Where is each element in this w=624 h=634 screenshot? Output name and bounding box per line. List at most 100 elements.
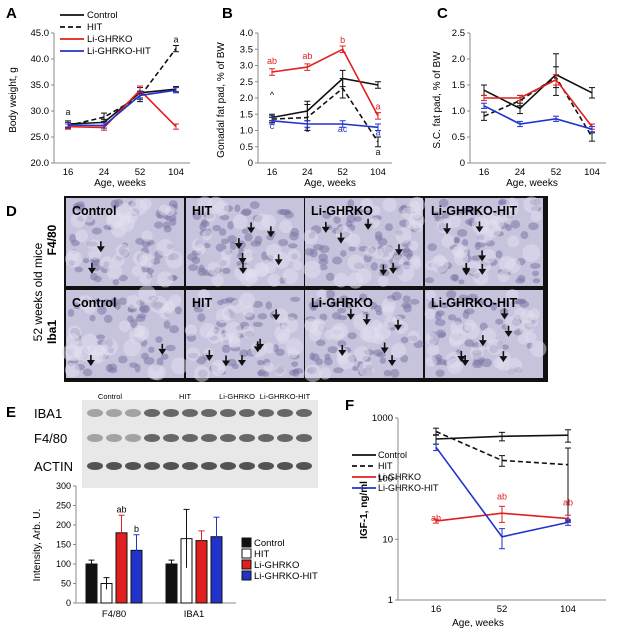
panel-a-ytick-label: 25.0 (31, 132, 50, 143)
cell-nucleus (343, 301, 353, 309)
panel-b-xtick-label: 24 (302, 167, 313, 178)
cell-nucleus (169, 325, 180, 334)
panel-d-tile-f480-2 (303, 196, 425, 289)
cell-nucleus (424, 277, 434, 284)
cell-vacuole (224, 321, 242, 339)
cell-vacuole (481, 248, 496, 264)
cell-vacuole (347, 272, 364, 289)
blot-band (125, 434, 141, 442)
cell-nucleus (101, 299, 111, 307)
blot-band (125, 409, 141, 417)
cell-nucleus (148, 346, 155, 353)
cell-nucleus (309, 352, 316, 361)
cell-nucleus (531, 270, 540, 277)
panel-a-xlabel: Age, weeks (94, 178, 146, 189)
cell-vacuole (337, 351, 355, 370)
panel-b-ytick-label: 1.0 (240, 126, 253, 137)
cell-nucleus (510, 219, 521, 229)
panel-e-bar-control (85, 563, 98, 604)
cell-vacuole (426, 344, 440, 357)
cell-nucleus (319, 264, 328, 271)
cell-vacuole (377, 275, 389, 287)
cell-nucleus (165, 213, 177, 222)
panel-e-ylabel: Intensity, Arb. U. (32, 509, 43, 582)
panel-e-legend-label: HIT (254, 549, 270, 560)
panel-b-annotation: a (375, 147, 380, 157)
cell-vacuole (126, 294, 141, 310)
panel-d-tile-label: Li-GHRKO (311, 204, 373, 218)
cell-nucleus (244, 233, 253, 242)
cell-vacuole (198, 288, 210, 301)
panel-b-ytick-label: 4.0 (240, 28, 253, 39)
cell-vacuole (490, 215, 505, 230)
panel-d-row-label-iba1: Iba1 (45, 320, 59, 344)
cell-nucleus (402, 247, 411, 254)
panel-e-ytick-label: 50 (61, 579, 71, 589)
cell-vacuole (139, 272, 152, 285)
cell-vacuole (505, 203, 519, 216)
cell-vacuole (425, 260, 436, 271)
panel-e-legend-swatch (241, 559, 252, 570)
panel-a-xtick-label: 52 (135, 167, 146, 178)
panel-f-xtick-label: 52 (497, 604, 508, 615)
panel-c-xtick-label: 104 (584, 167, 600, 178)
cell-vacuole (505, 357, 523, 375)
cell-nucleus (304, 248, 315, 256)
panel-f-ytick-label: 100 (377, 474, 393, 485)
cell-nucleus (266, 234, 275, 241)
blot-band (296, 409, 312, 417)
cell-vacuole (425, 332, 439, 346)
cell-nucleus (222, 267, 231, 275)
panel-a-xtick-label: 24 (99, 167, 110, 178)
arrow-marker (394, 249, 403, 256)
cell-nucleus (97, 305, 107, 315)
panel-a-annotation: a (65, 107, 70, 117)
cell-nucleus (197, 313, 206, 322)
cell-nucleus (348, 246, 356, 252)
cell-nucleus (89, 314, 96, 322)
cell-nucleus (234, 204, 241, 213)
panel-letter-f: F (345, 397, 354, 414)
cell-vacuole (382, 197, 397, 213)
cell-nucleus (94, 298, 101, 305)
cell-vacuole (408, 240, 419, 251)
cell-nucleus (74, 266, 83, 273)
panel-c-series-line-li-ghrko-hit (483, 105, 593, 130)
cell-nucleus (476, 242, 486, 248)
panel-c-ytick-label: 1.0 (452, 106, 465, 117)
panel-a-legend-label: Control (87, 10, 118, 21)
panel-e-legend-label: Li-GHRKO-HIT (254, 571, 318, 582)
cell-nucleus (96, 334, 106, 340)
cell-nucleus (520, 231, 529, 240)
cell-nucleus (400, 336, 409, 344)
cell-vacuole (287, 249, 301, 263)
cell-nucleus (438, 198, 449, 208)
cell-vacuole (528, 308, 541, 321)
panel-c-ytick-label: 0 (460, 158, 465, 169)
cell-vacuole (431, 255, 449, 274)
cell-vacuole (318, 367, 332, 380)
cell-vacuole (184, 324, 197, 337)
cell-vacuole (82, 210, 95, 223)
cell-nucleus (495, 318, 504, 325)
cell-nucleus (458, 279, 465, 285)
cell-vacuole (141, 230, 153, 242)
cell-vacuole (199, 297, 212, 311)
panel-e-blot-label: IBA1 (34, 406, 62, 421)
blot-band (239, 462, 255, 470)
arrow-marker (237, 360, 246, 367)
panel-a-ytick-label: 45.0 (31, 28, 50, 39)
cell-vacuole (207, 196, 225, 214)
cell-nucleus (347, 199, 355, 209)
cell-nucleus (441, 211, 450, 219)
cell-nucleus (200, 220, 210, 227)
cell-nucleus (447, 314, 457, 321)
cell-nucleus (155, 336, 163, 344)
panel-a-ylabel: Body weight, g (8, 67, 19, 133)
panel-b-ytick-label: 3.5 (240, 44, 253, 55)
cell-nucleus (359, 293, 368, 302)
panel-d-tile-iba1-2 (304, 289, 424, 383)
arrow-marker (457, 356, 466, 363)
panel-letter-c: C (437, 5, 448, 22)
